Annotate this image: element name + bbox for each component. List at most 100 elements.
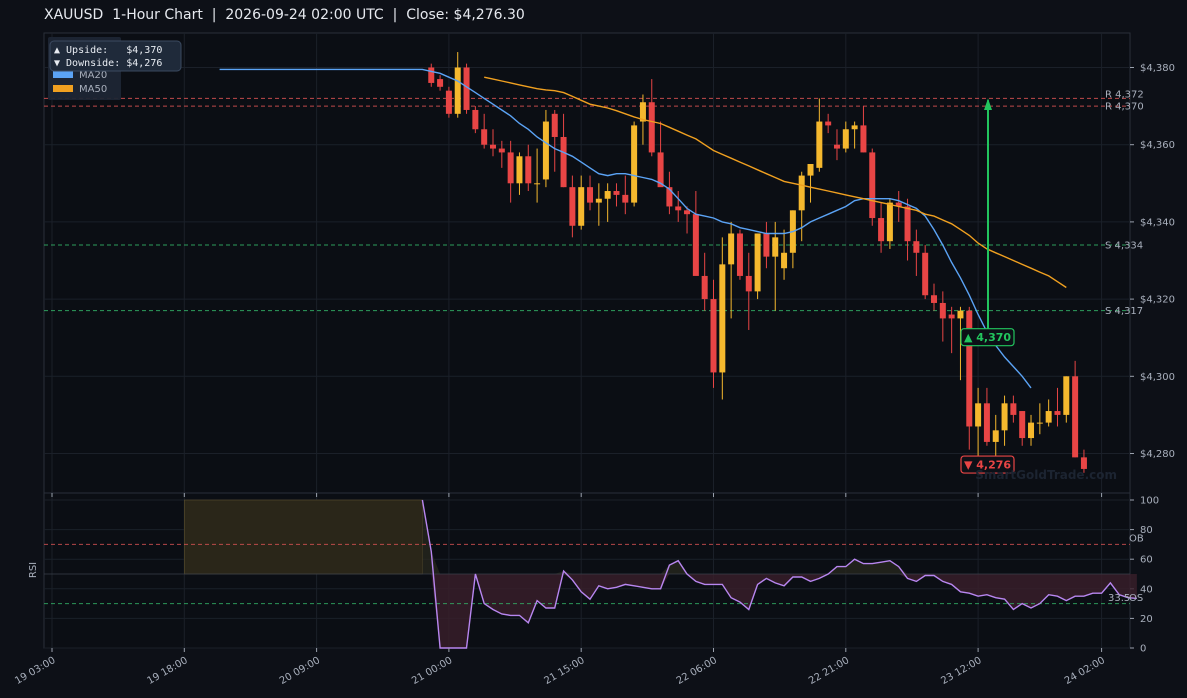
candle (939, 291, 946, 342)
candle (622, 175, 629, 215)
candle (719, 237, 726, 400)
candle (542, 109, 549, 188)
candle (648, 79, 655, 157)
chart-title: XAUUSD 1-Hour Chart | 2026-09-24 02:00 U… (44, 7, 525, 23)
candle-body (454, 67, 461, 114)
candle-body (966, 310, 973, 427)
candle-body (975, 403, 982, 427)
candle (922, 245, 929, 300)
candle (675, 191, 682, 222)
candle (860, 106, 867, 153)
candle-body (816, 121, 823, 168)
candle (454, 52, 461, 118)
candle (516, 152, 523, 195)
resistance-label: R 4,370 (1105, 102, 1144, 113)
candle (992, 414, 999, 458)
rsi-axis-label: RSI (28, 562, 39, 578)
candle-body (666, 187, 673, 207)
candle-body (701, 275, 708, 300)
candle (578, 175, 585, 230)
candle-body (895, 202, 902, 207)
candle-body (1080, 457, 1087, 469)
candle-body (772, 237, 779, 257)
candle-body (1010, 403, 1017, 415)
candle (851, 121, 858, 149)
candle (525, 144, 532, 192)
candle (772, 221, 779, 311)
candle (701, 252, 708, 311)
candle (428, 63, 435, 87)
candle-body (763, 233, 770, 257)
rsi-tick-label: 80 (1140, 525, 1153, 536)
candle-body (587, 187, 594, 203)
candle (869, 148, 876, 226)
candle-body (842, 129, 849, 149)
candle-body (648, 102, 655, 153)
y-tick-label: $4,380 (1140, 63, 1175, 74)
candle (781, 229, 788, 280)
candle-body (922, 252, 929, 296)
candle-body (869, 152, 876, 219)
annotation-box: ▲ 4,370 (960, 328, 1015, 347)
candle (745, 252, 752, 330)
x-tick-label: 22 21:00 (807, 655, 851, 687)
candle (507, 140, 514, 203)
candle (710, 279, 717, 388)
candle-body (948, 314, 955, 319)
candle-body (675, 206, 682, 211)
candle-body (939, 302, 946, 319)
candle-body (657, 152, 664, 188)
candle-body (481, 129, 488, 145)
annotation-label: ▲ 4,370 (964, 331, 1011, 344)
x-tick-label: 21 15:00 (542, 655, 586, 687)
rsi-tick-label: 20 (1140, 614, 1153, 625)
candle (437, 75, 444, 91)
rsi-line (421, 499, 1137, 649)
candle (631, 121, 638, 207)
info-box-frame (49, 40, 182, 72)
rsi-overbought-zone (184, 499, 423, 575)
candle (481, 113, 488, 149)
candle-body (578, 187, 585, 226)
candle (1080, 449, 1087, 473)
candle (463, 63, 470, 114)
candle (666, 171, 673, 215)
candle-body (1054, 411, 1061, 415)
candle (798, 171, 805, 242)
candle (1054, 387, 1061, 427)
rsi-ob-label: OB (1129, 533, 1144, 544)
candle-body (931, 295, 937, 303)
candle-body (622, 194, 629, 203)
candle (886, 198, 893, 249)
candle-body (560, 136, 567, 188)
candle (931, 283, 937, 311)
candle-body (1063, 376, 1070, 415)
candle (763, 221, 770, 269)
candle-body (613, 191, 620, 195)
candle (490, 129, 496, 157)
candle-body (754, 233, 761, 292)
support-label: S 4,334 (1105, 241, 1143, 252)
rsi-tick-label: 40 (1140, 584, 1153, 595)
x-tick-label: 22 06:00 (675, 655, 719, 687)
candle (657, 121, 664, 188)
candle (613, 183, 620, 207)
candle (833, 129, 840, 161)
candle (975, 387, 982, 466)
annotation-frame (960, 328, 1015, 347)
rsi-bearish-fill (422, 574, 1137, 648)
annotation-label: ▼ 4,276 (964, 459, 1011, 472)
candle-body (437, 79, 444, 87)
rsi-panel: 0 20 40 60 80 100 RSI OB 33.5OS (28, 492, 1159, 655)
price-panel: $4,280 $4,300 $4,320 $4,340 $4,360 $4,380 R 4,… (43, 32, 1175, 494)
candle-body (498, 148, 505, 153)
candle (684, 206, 691, 234)
candle-body (983, 403, 990, 442)
candle (569, 175, 576, 238)
candle-body (878, 218, 885, 242)
candle (587, 175, 594, 211)
candle-body (507, 152, 514, 184)
candle-body (1001, 403, 1008, 431)
watermark: SmartGoldTrade.com (975, 468, 1117, 482)
